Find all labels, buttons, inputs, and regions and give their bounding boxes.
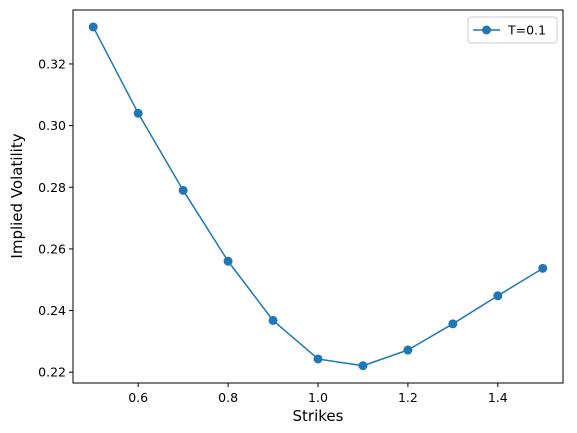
data-point bbox=[268, 315, 278, 325]
y-tick-label: 0.24 bbox=[38, 303, 66, 318]
y-tick-label: 0.30 bbox=[38, 118, 66, 133]
x-axis-ticks: 0.6 0.8 1.0 1.2 1.4 bbox=[128, 383, 508, 405]
data-point bbox=[223, 256, 233, 266]
y-tick-label: 0.32 bbox=[38, 56, 66, 71]
legend-marker-t-0-1 bbox=[482, 25, 491, 35]
data-point bbox=[493, 291, 503, 301]
x-axis-label: Strikes bbox=[293, 407, 344, 425]
data-point bbox=[448, 319, 458, 329]
data-point bbox=[538, 263, 548, 273]
y-tick-label: 0.22 bbox=[38, 365, 66, 380]
plot-area bbox=[73, 10, 563, 383]
data-point bbox=[178, 185, 188, 195]
y-axis-ticks: 0.22 0.24 0.26 0.28 0.30 0.32 bbox=[38, 56, 73, 380]
x-tick-label: 1.2 bbox=[398, 390, 418, 405]
data-point bbox=[88, 22, 98, 32]
legend-box bbox=[467, 16, 558, 44]
x-tick-label: 1.4 bbox=[488, 390, 508, 405]
data-point bbox=[313, 354, 323, 364]
x-tick-label: 0.8 bbox=[218, 390, 238, 405]
y-tick-label: 0.28 bbox=[38, 180, 66, 195]
x-tick-label: 0.6 bbox=[128, 390, 148, 405]
y-tick-label: 0.26 bbox=[38, 241, 66, 256]
x-tick-label: 1.0 bbox=[308, 390, 328, 405]
legend-label-t-0-1: T=0.1 bbox=[507, 23, 546, 38]
y-axis-label: Implied Volatility bbox=[8, 133, 26, 258]
legend: T=0.1 bbox=[467, 16, 558, 44]
data-point bbox=[133, 108, 143, 118]
series-layer bbox=[88, 22, 548, 371]
data-point bbox=[358, 361, 368, 371]
data-point bbox=[403, 345, 413, 355]
